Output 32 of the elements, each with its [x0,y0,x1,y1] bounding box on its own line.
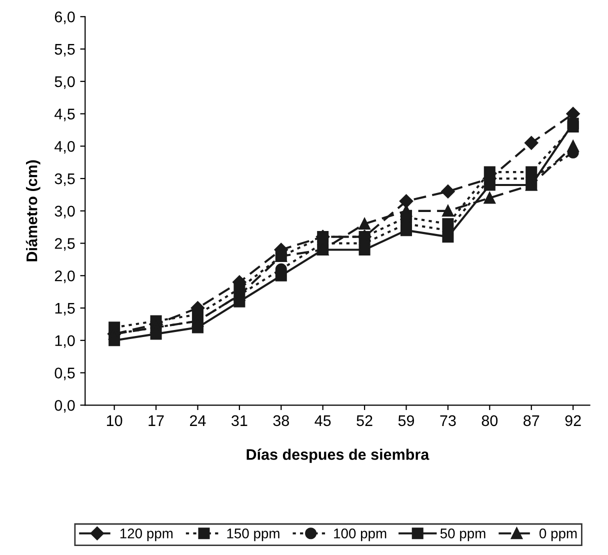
y-tick-label: 5,5 [54,44,75,57]
x-tick-label: 87 [524,415,540,426]
y-tick-label: 4,0 [54,141,75,154]
y-tick-label: 4,5 [54,108,75,122]
x-tick-label: 73 [440,415,456,426]
x-tick-label: 38 [273,415,289,426]
legend-label: 150 ppm [227,528,280,542]
x-tick-label: 24 [190,415,206,426]
y-tick-label: 1,0 [55,335,75,348]
legend-label: 100 ppm [334,528,386,542]
y-tick-label: 5,0 [54,76,75,89]
x-tick-label: 80 [482,415,498,426]
y-tick-label: 0,0 [54,400,75,413]
x-tick-label: 45 [314,415,331,426]
y-tick-label: 0,5 [54,368,75,380]
y-axis-title: Diámetro (cm) [26,160,40,262]
y-tick-label: 2,5 [54,238,75,251]
y-tick-label: 3,5 [54,173,75,186]
legend-label: 0 ppm [539,528,577,542]
x-axis-title: Días despues de siembra [246,448,430,463]
x-tick-label: 92 [565,415,581,426]
y-tick-label: 6,0 [54,12,75,24]
legend-label: 50 ppm [440,528,486,542]
x-tick-label: 10 [106,415,122,426]
legend-label: 120 ppm [120,528,173,542]
x-tick-label: 52 [356,415,372,426]
x-tick-label: 31 [232,415,248,426]
y-tick-label: 1,5 [55,303,75,316]
y-tick-label: 3,0 [54,206,75,218]
y-tick-label: 2,0 [54,270,75,284]
x-tick-label: 17 [148,415,164,426]
x-tick-label: 59 [398,415,414,426]
